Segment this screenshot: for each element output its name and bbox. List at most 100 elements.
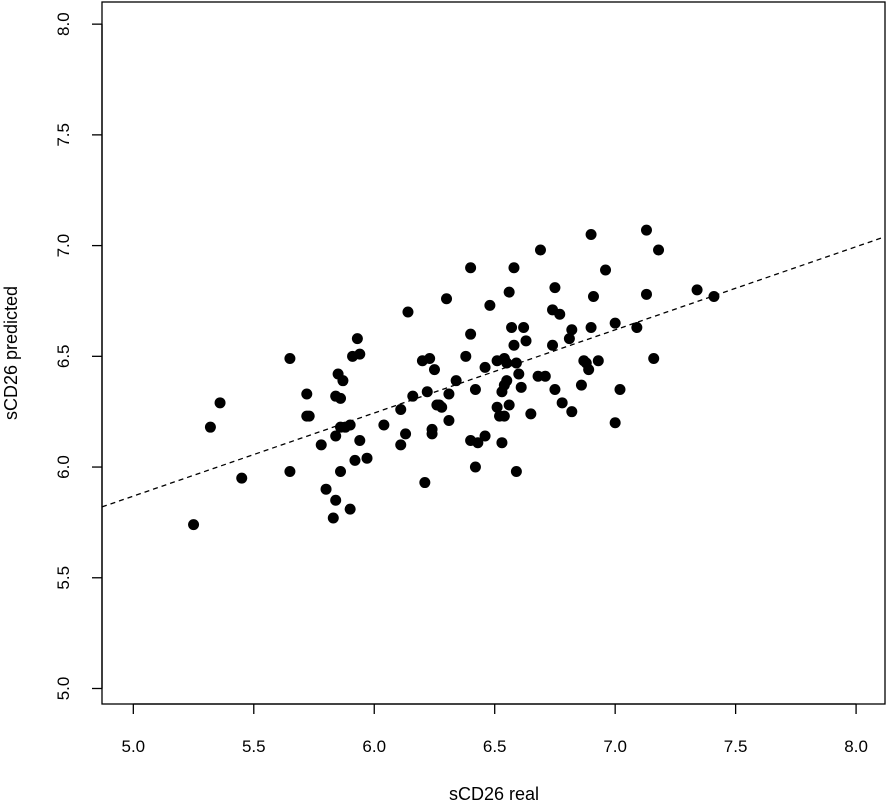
data-point (515, 381, 527, 393)
data-point (520, 335, 532, 347)
data-point (441, 293, 453, 305)
data-point (539, 370, 551, 382)
data-point (354, 348, 366, 360)
data-point (484, 299, 496, 311)
data-point (443, 415, 455, 427)
data-point (204, 421, 216, 433)
x-axis-title: sCD26 real (449, 784, 539, 804)
data-point (354, 434, 366, 446)
data-point (407, 390, 419, 402)
y-tick-label: 5.0 (54, 677, 73, 701)
data-point (592, 355, 604, 367)
data-point (395, 403, 407, 415)
data-point (330, 494, 342, 506)
data-point (614, 384, 626, 396)
data-point (335, 392, 347, 404)
data-point (585, 322, 597, 334)
data-point (344, 419, 356, 431)
data-point (691, 284, 703, 296)
data-point (349, 454, 361, 466)
data-point (303, 410, 315, 422)
x-tick-label: 6.5 (483, 737, 507, 756)
regression-line-group (101, 236, 886, 508)
data-point (419, 477, 431, 489)
data-point (426, 428, 438, 440)
data-point (496, 437, 508, 449)
data-point (436, 401, 448, 413)
x-tick-label: 5.0 (121, 737, 145, 756)
data-point (465, 262, 477, 274)
data-point (563, 333, 575, 345)
x-tick-label: 7.0 (603, 737, 627, 756)
data-point (631, 322, 643, 334)
y-axis: 5.0 5.5 6.0 6.5 7.0 7.5 8.0 (54, 12, 103, 701)
data-point (443, 388, 455, 400)
data-point (508, 262, 520, 274)
y-tick-label: 8.0 (54, 12, 73, 36)
data-point (501, 375, 513, 387)
data-point (188, 519, 200, 531)
regression-line (101, 236, 886, 508)
data-point (421, 386, 433, 398)
data-point (503, 399, 515, 411)
data-point (583, 364, 595, 376)
data-point (556, 397, 568, 409)
data-point (315, 439, 327, 451)
y-tick-label: 7.0 (54, 234, 73, 258)
data-point (460, 350, 472, 362)
data-point (547, 339, 559, 351)
data-point (648, 353, 660, 365)
data-point (284, 353, 296, 365)
data-point (301, 388, 313, 400)
data-point (510, 465, 522, 477)
data-point (508, 339, 520, 351)
data-point (402, 306, 414, 318)
data-point (351, 333, 363, 345)
data-point (503, 286, 515, 298)
data-point (344, 503, 356, 515)
data-point (609, 317, 621, 329)
data-point (510, 357, 522, 369)
data-point (395, 439, 407, 451)
data-point (708, 291, 720, 303)
data-point (640, 288, 652, 300)
data-point (498, 410, 510, 422)
data-point (506, 322, 518, 334)
y-tick-label: 5.5 (54, 566, 73, 590)
data-point (575, 379, 587, 391)
data-point (335, 465, 347, 477)
data-point (585, 229, 597, 241)
x-axis: 5.0 5.5 6.0 6.5 7.0 7.5 8.0 (121, 703, 868, 756)
data-point (640, 224, 652, 236)
x-tick-label: 7.5 (724, 737, 748, 756)
data-point (378, 419, 390, 431)
data-point (566, 406, 578, 418)
data-point (513, 368, 525, 380)
data-point (472, 437, 484, 449)
data-point (554, 308, 566, 320)
data-point (400, 428, 412, 440)
data-point (330, 430, 342, 442)
data-point (469, 384, 481, 396)
data-point (549, 384, 561, 396)
data-point (469, 461, 481, 473)
x-tick-label: 6.0 (362, 737, 386, 756)
y-axis-title: sCD26 predicted (1, 286, 21, 420)
x-tick-label: 5.5 (242, 737, 266, 756)
x-tick-label: 8.0 (844, 737, 868, 756)
data-point (424, 353, 436, 365)
data-points (188, 224, 720, 531)
data-point (320, 483, 332, 495)
plot-area-frame (101, 1, 886, 705)
data-point (534, 244, 546, 256)
data-point (600, 264, 612, 276)
data-point (587, 291, 599, 303)
y-tick-label: 7.5 (54, 123, 73, 147)
data-point (479, 361, 491, 373)
data-point (566, 324, 578, 336)
y-tick-label: 6.5 (54, 345, 73, 369)
data-point (337, 375, 349, 387)
data-point (491, 401, 503, 413)
data-point (549, 282, 561, 294)
data-point (236, 472, 248, 484)
